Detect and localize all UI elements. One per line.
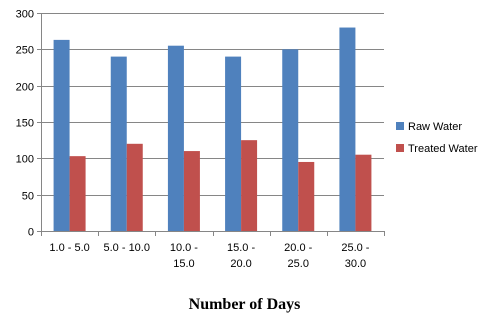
axes xyxy=(37,13,385,236)
x-tick-label: 30.0 xyxy=(345,258,366,270)
x-tick-label: 10.0 - xyxy=(170,242,198,254)
bar-treated-water xyxy=(355,154,372,231)
bar-treated-water xyxy=(183,151,200,231)
bar-raw-water xyxy=(110,56,127,231)
bar-raw-water xyxy=(282,49,299,232)
bar-raw-water xyxy=(339,27,356,232)
bar-raw-water xyxy=(225,56,242,231)
y-tick-label: 150 xyxy=(16,118,34,130)
x-tick-label: 15.0 - xyxy=(227,242,255,254)
x-tick-label: 15.0 xyxy=(173,258,194,270)
bar-treated-water xyxy=(298,161,315,231)
legend-label: Treated Water xyxy=(408,143,478,155)
gridlines xyxy=(41,13,384,196)
y-tick-label: 300 xyxy=(16,9,34,21)
y-tick-label: 100 xyxy=(16,154,34,166)
x-tick-label: 25.0 - xyxy=(341,242,369,254)
bar-treated-water xyxy=(241,140,258,231)
y-tick-label: 50 xyxy=(22,191,34,203)
legend: Raw Water Treated Water xyxy=(396,121,478,155)
y-tick-label: 250 xyxy=(16,45,34,57)
y-tick-label: 0 xyxy=(28,227,34,239)
x-tick-label: 5.0 - 10.0 xyxy=(104,242,150,254)
bar-raw-water xyxy=(53,39,70,232)
bar-treated-water xyxy=(69,156,86,231)
x-tick-label: 25.0 xyxy=(288,258,309,270)
legend-label: Raw Water xyxy=(408,121,462,133)
bar-raw-water xyxy=(167,45,184,232)
chart: 0 50 100 150 200 250 300 1.0 - 5.0 5.0 - 10.0 10.… xyxy=(16,9,478,271)
tick-labels: 0 50 100 150 200 250 300 1.0 - 5.0 5.0 - 10.0 10.… xyxy=(16,9,370,271)
legend-swatch xyxy=(396,144,404,152)
bars xyxy=(53,27,372,232)
y-tick-label: 200 xyxy=(16,82,34,94)
x-axis-title: Number of Days xyxy=(188,296,301,313)
x-tick-label: 1.0 - 5.0 xyxy=(49,242,89,254)
x-tick-label: 20.0 xyxy=(230,258,251,270)
x-tick-label: 20.0 - xyxy=(284,242,312,254)
legend-swatch xyxy=(396,122,404,130)
bar-treated-water xyxy=(126,143,143,231)
